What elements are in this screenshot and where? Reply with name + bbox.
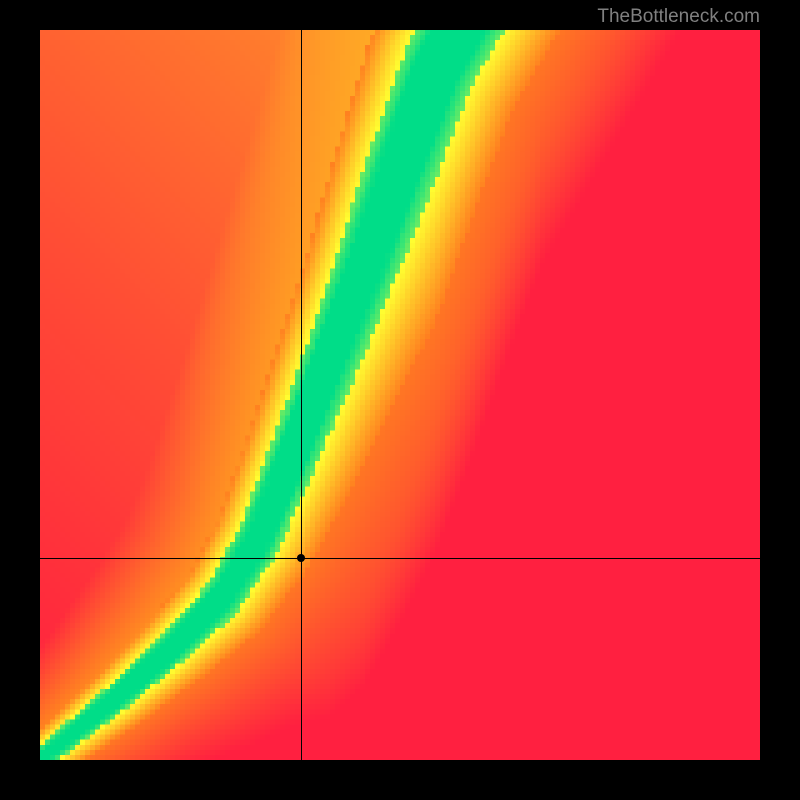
- watermark-text: TheBottleneck.com: [597, 6, 760, 28]
- crosshair-horizontal-line: [40, 558, 760, 559]
- crosshair-vertical-line: [301, 30, 302, 760]
- crosshair-marker-dot: [297, 554, 305, 562]
- chart-container: TheBottleneck.com: [0, 0, 800, 800]
- heatmap-canvas: [40, 30, 760, 760]
- heatmap-plot-area: [40, 30, 760, 760]
